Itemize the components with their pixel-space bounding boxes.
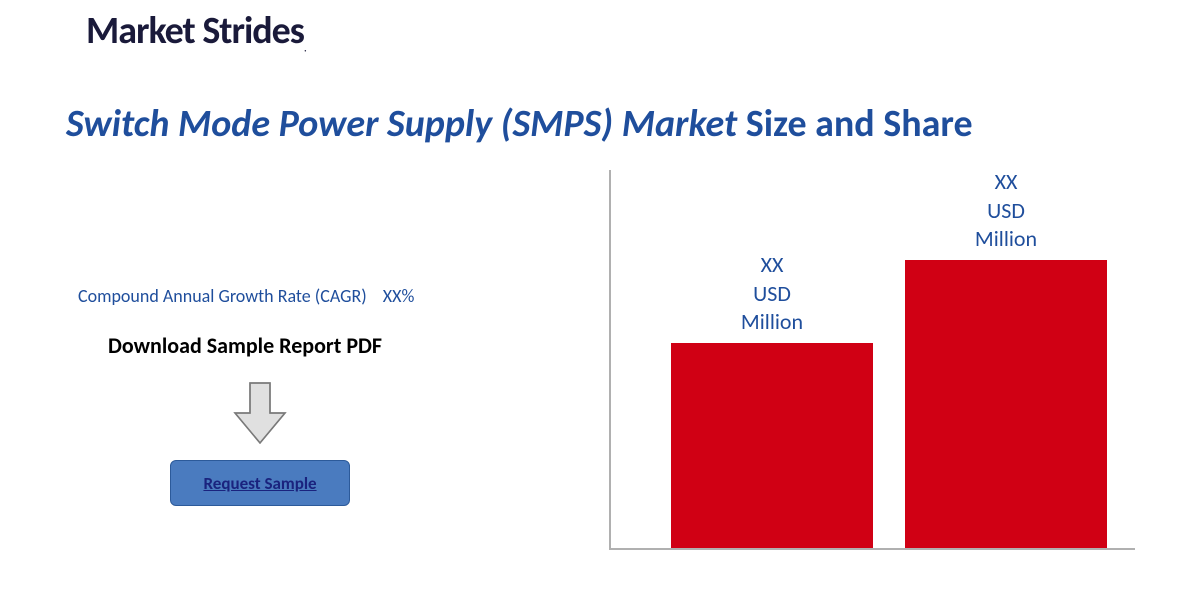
chart-bar bbox=[671, 343, 873, 548]
y-axis bbox=[609, 170, 611, 550]
chart-bar-label: XXUSDMillion bbox=[946, 168, 1066, 254]
request-sample-button[interactable]: Request Sample bbox=[170, 460, 350, 506]
download-title: Download Sample Report PDF bbox=[108, 332, 382, 359]
title-rest: Size and Share bbox=[737, 101, 972, 147]
x-axis bbox=[609, 548, 1135, 550]
chart-bar bbox=[905, 260, 1107, 548]
cagr-label: Compound Annual Growth Rate (CAGR) bbox=[78, 285, 367, 307]
logo-text: Market Strides bbox=[86, 8, 304, 54]
title-italic: Switch Mode Power Supply (SMPS) Market bbox=[66, 101, 737, 147]
bar-chart: XXUSDMillion XXUSDMillion bbox=[585, 170, 1145, 565]
page-title: Switch Mode Power Supply (SMPS) Market S… bbox=[66, 90, 1160, 158]
down-arrow-icon bbox=[230, 378, 290, 453]
cagr-line: Compound Annual Growth Rate (CAGR) XX% bbox=[78, 285, 414, 307]
logo: Market Strides. bbox=[86, 8, 306, 55]
request-sample-label: Request Sample bbox=[203, 473, 316, 494]
chart-inner: XXUSDMillion XXUSDMillion bbox=[609, 170, 1135, 550]
cagr-value: XX% bbox=[383, 285, 415, 307]
logo-dot: . bbox=[304, 42, 306, 55]
chart-bar-label: XXUSDMillion bbox=[712, 251, 832, 337]
